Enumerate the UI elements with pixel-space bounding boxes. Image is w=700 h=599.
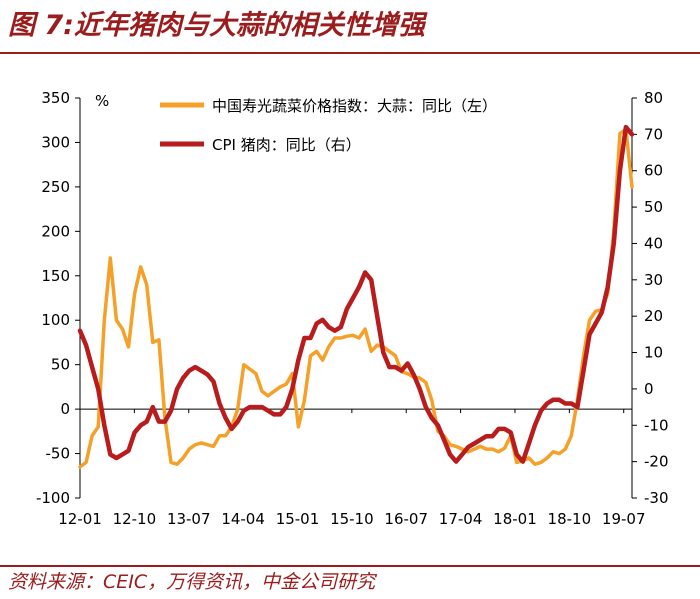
- left-tick-label: -100: [36, 489, 70, 507]
- series-layer: [77, 124, 635, 469]
- title-divider: [0, 52, 700, 54]
- dual-axis-line-chart: 350300250200150100500-50-100807060504030…: [36, 89, 669, 528]
- right-tick-label: 0: [644, 380, 654, 398]
- x-tick-label: 13-07: [167, 510, 211, 528]
- x-tick-label: 15-10: [330, 510, 374, 528]
- left-tick-label: 0: [60, 400, 70, 418]
- left-tick-label: 250: [41, 178, 70, 196]
- right-tick-label: 30: [644, 271, 663, 289]
- left-tick-label: 350: [41, 89, 70, 107]
- x-tick-label: 14-04: [221, 510, 265, 528]
- right-tick-label: 50: [644, 198, 663, 216]
- left-tick-label: 200: [41, 222, 70, 240]
- right-tick-label: 40: [644, 234, 663, 252]
- x-tick-label: 15-01: [276, 510, 320, 528]
- pork-cpi-yoy-line: [77, 124, 635, 464]
- left-tick-label: 300: [41, 133, 70, 151]
- right-tick-label: -20: [644, 453, 669, 471]
- garlic-yoy-line: [78, 127, 634, 469]
- x-tick-label: 16-07: [384, 510, 428, 528]
- right-tick-label: 10: [644, 344, 663, 362]
- x-tick-label: 17-04: [439, 510, 483, 528]
- x-tick-label: 18-10: [548, 510, 592, 528]
- right-tick-label: -10: [644, 416, 669, 434]
- left-unit-label: %: [95, 92, 109, 110]
- x-tick-label: 12-01: [58, 510, 102, 528]
- right-tick-label: 60: [644, 162, 663, 180]
- legend-garlic-label: 中国寿光蔬菜价格指数：大蒜：同比（左）: [212, 97, 497, 115]
- x-tick-label: 19-07: [602, 510, 646, 528]
- legend: 中国寿光蔬菜价格指数：大蒜：同比（左） CPI 猪肉：同比（右）: [160, 97, 497, 154]
- left-tick-label: 50: [51, 356, 70, 374]
- legend-pork-label: CPI 猪肉：同比（右）: [212, 136, 361, 154]
- right-tick-label: 20: [644, 307, 663, 325]
- left-tick-label: 150: [41, 267, 70, 285]
- left-tick-label: -50: [46, 445, 71, 463]
- x-tick-label: 18-01: [493, 510, 537, 528]
- x-tick-label: 12-10: [113, 510, 157, 528]
- source-note: 资料来源：CEIC，万得资讯，中金公司研究: [8, 571, 376, 593]
- chart-title: 图 7:近年猪肉与大蒜的相关性增强: [8, 10, 425, 41]
- right-tick-label: 70: [644, 125, 663, 143]
- axes: 350300250200150100500-50-100807060504030…: [36, 89, 669, 528]
- left-tick-label: 100: [41, 311, 70, 329]
- right-tick-label: -30: [644, 489, 669, 507]
- right-tick-label: 80: [644, 89, 663, 107]
- source-divider: [0, 565, 700, 567]
